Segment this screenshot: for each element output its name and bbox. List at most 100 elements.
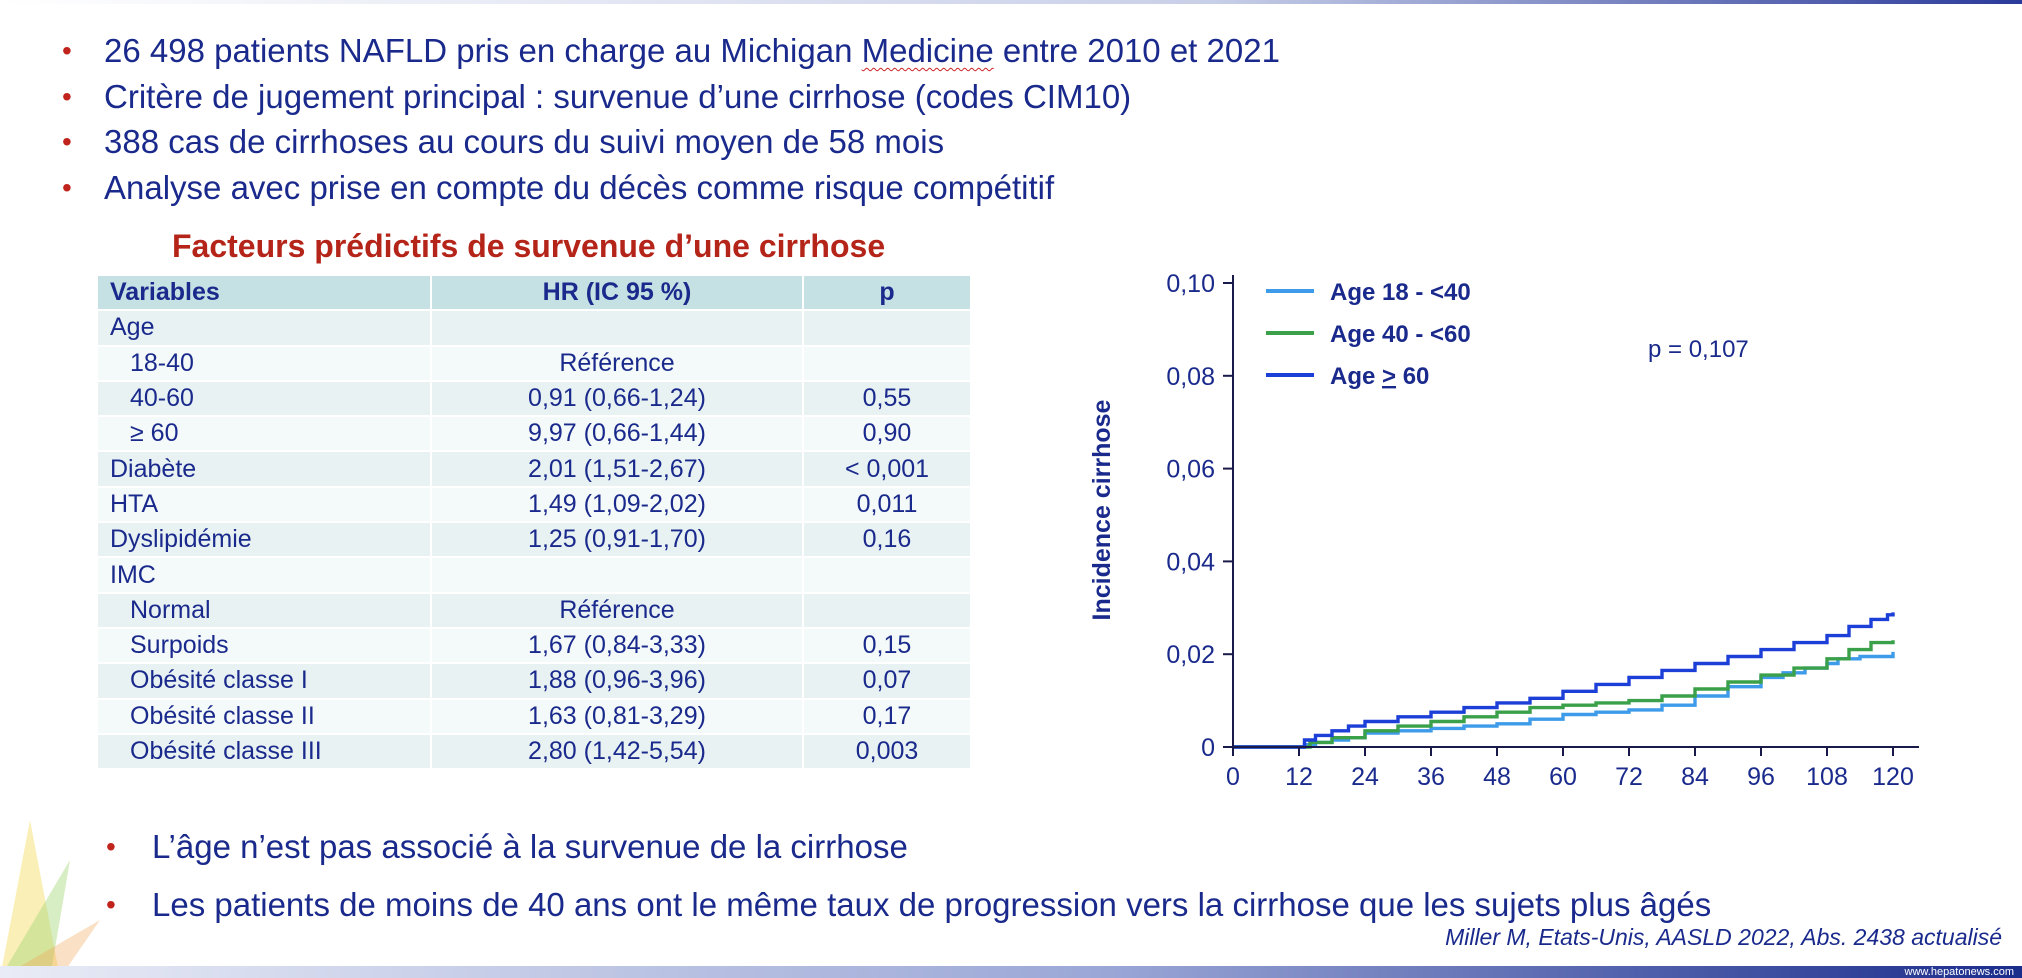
bullet-dot: • — [62, 35, 72, 66]
table-row: HTA 1,49 (1,09-2,02) 0,011 — [96, 485, 972, 524]
x-tick-label: 48 — [1483, 763, 1511, 791]
conclusion-bullets: • L’âge n’est pas associé à la survenue d… — [104, 818, 1711, 934]
variable-cell: 40-60 — [96, 379, 432, 418]
hr-cell: 1,49 (1,09-2,02) — [430, 485, 804, 524]
y-axis-label: Incidence cirrhose — [1088, 399, 1116, 620]
x-tick-label: 0 — [1226, 763, 1240, 791]
top-accent-bar — [0, 0, 2022, 4]
variable-cell: Normal — [96, 591, 432, 629]
series-line — [1233, 612, 1895, 749]
x-tick-label: 72 — [1615, 763, 1643, 791]
table-row: Dyslipidémie 1,25 (0,91-1,70) 0,16 — [96, 521, 972, 559]
p-value-cell: 0,17 — [802, 697, 972, 735]
p-value-cell: 0,07 — [802, 662, 972, 700]
bullet-dot: • — [106, 889, 116, 920]
y-tick-label: 0,06 — [1166, 456, 1215, 484]
table-row: Obésité classe II 1,63 (0,81-3,29) 0,17 — [96, 697, 972, 735]
hr-cell: 2,80 (1,42-5,54) — [430, 732, 804, 771]
decorative-leaf-graphic — [0, 820, 100, 978]
citation: Miller M, Etats-Unis, AASLD 2022, Abs. 2… — [1445, 924, 2002, 950]
table-body: Age 18-40 Référence 40-60 0,91 (0,66-1,24) 0,… — [96, 309, 972, 771]
variable-cell: Diabète — [96, 450, 432, 488]
column-header: p — [802, 273, 972, 312]
table-header-row: Variables HR (IC 95 %) p — [96, 273, 972, 312]
table-row: Normal Référence — [96, 591, 972, 629]
legend-label: Age > 60 — [1330, 363, 1429, 390]
intro-bullets: • 26 498 patients NAFLD pris en charge au… — [60, 28, 1280, 210]
p-value-cell: 0,55 — [802, 379, 972, 418]
hr-cell: 0,91 (0,66-1,24) — [430, 379, 804, 418]
x-tick-label: 24 — [1351, 763, 1379, 791]
table-row: 40-60 0,91 (0,66-1,24) 0,55 — [96, 379, 972, 418]
hr-cell: Référence — [430, 344, 804, 382]
table-row: 18-40 Référence — [96, 344, 972, 382]
hr-cell: Référence — [430, 591, 804, 629]
conclusion-item: • Les patients de moins de 40 ans ont le … — [104, 876, 1711, 934]
variable-cell: Surpoids — [96, 626, 432, 665]
p-value-cell: 0,90 — [802, 415, 972, 453]
table-row: Age — [96, 309, 972, 347]
hr-cell — [430, 309, 804, 347]
table-row: Diabète 2,01 (1,51-2,67) < 0,001 — [96, 450, 972, 488]
bullet-dot: • — [62, 126, 72, 157]
x-tick-label: 120 — [1872, 763, 1914, 791]
x-tick-label: 12 — [1285, 763, 1313, 791]
p-value-cell: 0,011 — [802, 485, 972, 524]
y-tick-label: 0 — [1201, 734, 1215, 762]
legend-label: Age 40 - <60 — [1330, 321, 1471, 348]
column-header: HR (IC 95 %) — [430, 273, 804, 312]
table-row: Obésité classe III 2,80 (1,42-5,54) 0,003 — [96, 732, 972, 771]
x-tick-label: 108 — [1806, 763, 1848, 791]
hr-cell: 1,63 (0,81-3,29) — [430, 697, 804, 735]
p-value-cell: 0,003 — [802, 732, 972, 771]
x-tick-label: 84 — [1681, 763, 1709, 791]
hr-cell: 1,88 (0,96-3,96) — [430, 662, 804, 700]
hr-cell: 2,01 (1,51-2,67) — [430, 450, 804, 488]
hr-cell — [430, 556, 804, 594]
bullet-item: • Analyse avec prise en compte du décès c… — [60, 165, 1280, 211]
variable-cell: Obésité classe III — [96, 732, 432, 771]
column-header: Variables — [96, 273, 432, 312]
table-title: Facteurs prédictifs de survenue d’une ci… — [172, 228, 886, 264]
y-tick-label: 0,10 — [1166, 270, 1215, 298]
variable-cell: 18-40 — [96, 344, 432, 382]
bullet-dot: • — [62, 80, 72, 112]
bullet-item: • 388 cas de cirrhoses au cours du suivi … — [60, 119, 1280, 165]
hr-cell: 9,97 (0,66-1,44) — [430, 415, 804, 453]
incidence-chart: 0 0,02 0,04 0,06 0,08 0,10 0 12 24 36 48 60 72 84 96 10… — [1088, 270, 1919, 791]
p-value-cell — [802, 591, 972, 629]
table-row: Obésité classe I 1,88 (0,96-3,96) 0,07 — [96, 662, 972, 700]
table-row: ≥ 60 9,97 (0,66-1,44) 0,90 — [96, 415, 972, 453]
y-tick-label: 0,08 — [1166, 363, 1215, 391]
variable-cell: HTA — [96, 485, 432, 524]
bottom-accent-bar — [0, 966, 2022, 978]
variable-cell: ≥ 60 — [96, 415, 432, 453]
hazard-ratio-table: Variables HR (IC 95 %) p Age 18-40 Référen… — [96, 273, 972, 771]
variable-cell: Obésité classe II — [96, 697, 432, 735]
p-value-cell — [802, 309, 972, 347]
site-url: www.hepatonews.com — [1904, 966, 2014, 978]
legend-label: Age 18 - <40 — [1330, 279, 1471, 306]
variable-cell: Dyslipidémie — [96, 521, 432, 559]
hr-cell: 1,67 (0,84-3,33) — [430, 626, 804, 665]
x-tick-label: 96 — [1747, 763, 1775, 791]
p-value-cell: < 0,001 — [802, 450, 972, 488]
y-tick-label: 0,02 — [1166, 641, 1215, 669]
p-value-cell: 0,15 — [802, 626, 972, 665]
p-value-cell — [802, 344, 972, 382]
variable-cell: IMC — [96, 556, 432, 594]
bullet-dot: • — [106, 831, 116, 862]
p-value-annotation: p = 0,107 — [1648, 336, 1749, 363]
variable-cell: Age — [96, 309, 432, 347]
y-tick-label: 0,04 — [1166, 548, 1215, 576]
bullet-item: • Critère de jugement principal : survenu… — [60, 74, 1280, 120]
bullet-dot: • — [62, 171, 72, 203]
table-row: IMC — [96, 556, 972, 594]
x-tick-label: 60 — [1549, 763, 1577, 791]
hr-cell: 1,25 (0,91-1,70) — [430, 521, 804, 559]
spellcheck-word: Medicine — [861, 32, 994, 69]
series-line — [1233, 640, 1895, 749]
table-row: Surpoids 1,67 (0,84-3,33) 0,15 — [96, 626, 972, 665]
variable-cell: Obésité classe I — [96, 662, 432, 700]
p-value-cell: 0,16 — [802, 521, 972, 559]
